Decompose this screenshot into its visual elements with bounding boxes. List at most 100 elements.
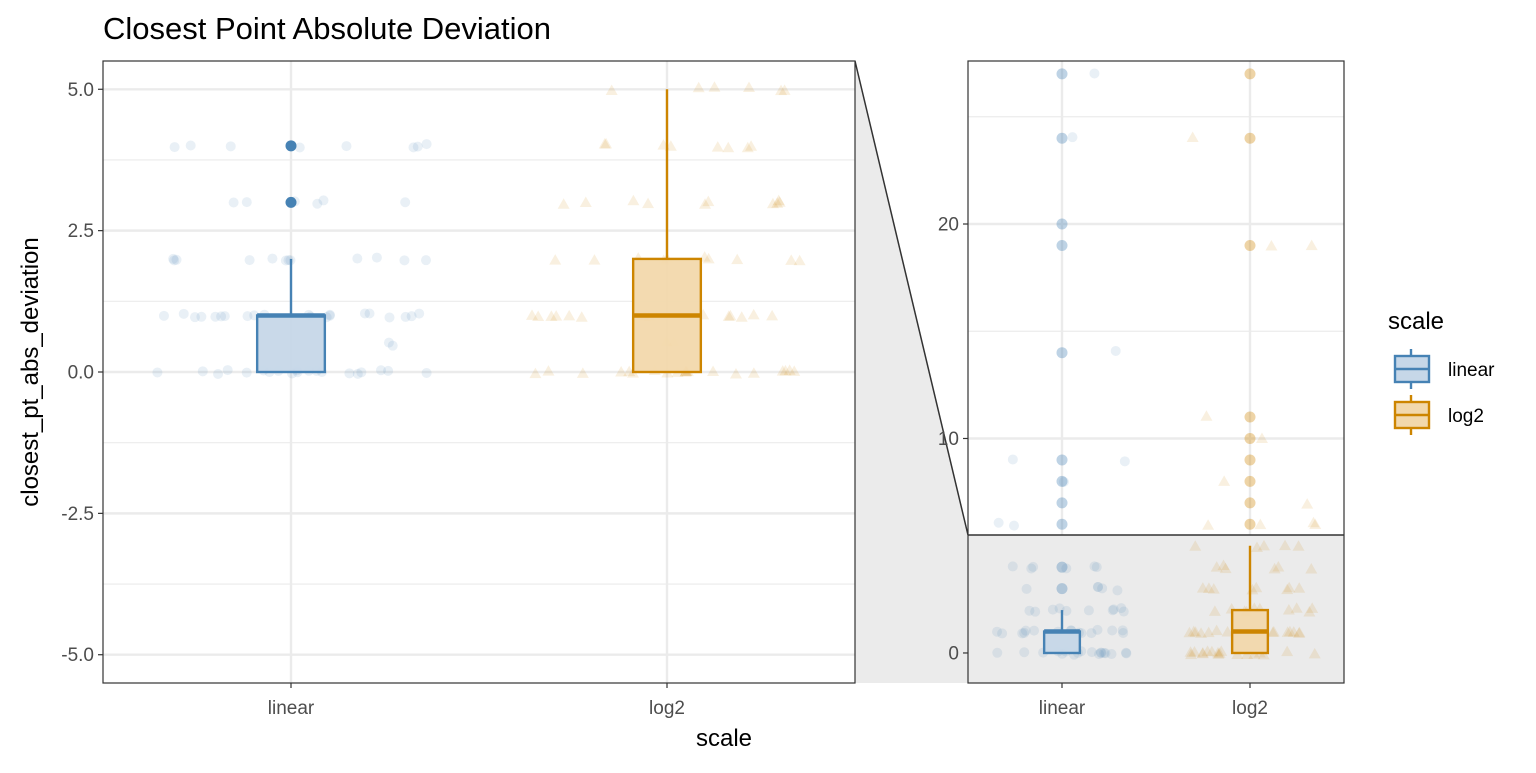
jitter-point bbox=[1207, 583, 1220, 594]
legend-item-log2: log2 bbox=[1393, 395, 1484, 435]
jitter-point bbox=[1283, 581, 1296, 593]
jitter-point bbox=[152, 367, 163, 378]
jitter-point bbox=[598, 138, 611, 149]
jitter-point bbox=[1202, 519, 1215, 530]
jitter-point bbox=[1196, 646, 1209, 658]
jitter-point bbox=[1221, 625, 1234, 637]
jitter-point bbox=[196, 311, 207, 322]
jitter-point bbox=[213, 368, 224, 379]
jitter-point bbox=[615, 366, 628, 377]
jitter-point bbox=[771, 197, 784, 208]
jitter-point bbox=[1293, 627, 1306, 638]
jitter-point bbox=[1093, 582, 1104, 593]
jitter-point bbox=[1287, 626, 1300, 637]
jitter-point bbox=[724, 309, 737, 321]
jitter-point bbox=[1089, 561, 1100, 572]
jitter-point bbox=[312, 198, 323, 209]
jitter-point bbox=[1092, 581, 1103, 592]
jitter-point bbox=[421, 367, 432, 378]
jitter-point bbox=[1183, 626, 1196, 638]
jitter-point bbox=[993, 517, 1004, 528]
y-tick-label: -2.5 bbox=[61, 504, 94, 525]
jitter-point bbox=[1292, 540, 1305, 551]
jitter-point bbox=[1008, 520, 1019, 531]
jitter-point bbox=[1196, 647, 1209, 659]
jitter-point bbox=[1184, 646, 1197, 657]
jitter-point bbox=[318, 195, 329, 206]
jitter-point bbox=[1061, 563, 1072, 574]
outlier-point bbox=[1056, 454, 1068, 466]
jitter-point bbox=[1200, 410, 1213, 421]
jitter-point bbox=[1205, 645, 1218, 657]
jitter-point bbox=[708, 81, 721, 92]
jitter-point bbox=[623, 365, 636, 377]
jitter-point bbox=[779, 364, 792, 376]
jitter-point bbox=[1265, 239, 1278, 251]
jitter-point bbox=[743, 81, 756, 92]
main-panel: -5.0 -2.5 0.0 2.5 5.0 linear log2 bbox=[61, 60, 856, 719]
outlier-point bbox=[1244, 239, 1256, 251]
jitter-point bbox=[1021, 583, 1032, 594]
jitter-point bbox=[745, 140, 758, 151]
jitter-point bbox=[1095, 647, 1106, 658]
jitter-point bbox=[189, 312, 200, 323]
jitter-point bbox=[1303, 605, 1316, 617]
y-tick-label: 10 bbox=[938, 429, 959, 450]
jitter-point bbox=[400, 311, 411, 322]
jitter-point bbox=[210, 311, 221, 322]
jitter-point bbox=[1106, 649, 1117, 660]
y-tick-label: 0 bbox=[948, 643, 959, 664]
jitter-point bbox=[747, 308, 760, 320]
jitter-point bbox=[1281, 626, 1294, 637]
outlier-point bbox=[1056, 68, 1068, 80]
jitter-point bbox=[1196, 582, 1209, 593]
jitter-point bbox=[545, 310, 558, 321]
jitter-point bbox=[1281, 645, 1294, 657]
outlier-point bbox=[1056, 218, 1068, 230]
outlier-point bbox=[1244, 475, 1256, 487]
jitter-point bbox=[1019, 647, 1030, 658]
outlier-point bbox=[1056, 475, 1068, 487]
jitter-point bbox=[364, 308, 375, 319]
y-tick-label: 0.0 bbox=[68, 363, 94, 384]
jitter-point bbox=[575, 311, 588, 322]
jitter-point bbox=[1212, 648, 1225, 659]
jitter-point bbox=[1202, 582, 1215, 593]
jitter-point bbox=[1282, 604, 1295, 615]
outlier-point bbox=[1056, 497, 1068, 509]
jitter-point bbox=[400, 197, 411, 208]
jitter-point bbox=[579, 196, 592, 208]
jitter-point bbox=[1030, 606, 1041, 617]
jitter-point bbox=[421, 139, 432, 150]
jitter-point bbox=[1301, 498, 1314, 509]
jitter-point bbox=[1118, 606, 1129, 617]
jitter-point bbox=[244, 255, 255, 266]
outlier-point bbox=[1244, 518, 1256, 530]
jitter-point bbox=[1107, 605, 1118, 616]
jitter-point bbox=[1019, 627, 1030, 638]
jitter-point bbox=[1257, 539, 1270, 551]
jitter-point bbox=[1100, 648, 1111, 659]
jitter-point bbox=[1272, 560, 1285, 572]
outlier-point bbox=[1244, 497, 1256, 509]
jitter-point bbox=[992, 647, 1003, 658]
legend-label: linear bbox=[1448, 360, 1495, 381]
jitter-point bbox=[168, 253, 179, 264]
jitter-point bbox=[1089, 68, 1100, 79]
jitter-point bbox=[387, 340, 398, 351]
y-tick-label: 2.5 bbox=[68, 221, 94, 242]
jitter-point bbox=[197, 366, 208, 377]
jitter-point bbox=[1083, 605, 1094, 616]
jitter-point bbox=[992, 626, 1003, 637]
jitter-point bbox=[359, 308, 370, 319]
jitter-point bbox=[1290, 602, 1303, 613]
jitter-point bbox=[722, 310, 735, 321]
jitter-point bbox=[1309, 518, 1322, 529]
jitter-point bbox=[1217, 559, 1230, 570]
jitter-point bbox=[1195, 627, 1208, 638]
outlier-point bbox=[1244, 432, 1256, 444]
zoom-connector-line bbox=[854, 60, 969, 536]
outlier-point bbox=[1244, 454, 1256, 466]
jitter-point bbox=[158, 310, 169, 321]
